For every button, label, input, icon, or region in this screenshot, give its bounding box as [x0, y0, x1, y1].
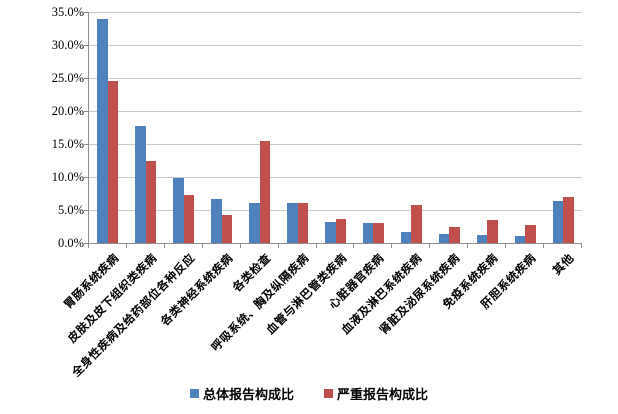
y-tick-label: 20.0%: [51, 104, 84, 118]
bar: [514, 236, 526, 243]
bar: [173, 178, 184, 243]
bar: [259, 141, 271, 243]
x-tick-mark: [201, 244, 203, 248]
bar: [411, 204, 422, 243]
legend: 总体报告构成比 严重报告构成比: [0, 384, 618, 403]
bar: [552, 200, 564, 243]
gridline: [89, 210, 582, 211]
bar: [487, 219, 498, 243]
bar: [362, 223, 374, 243]
bar: [287, 202, 298, 243]
x-tick-mark: [88, 244, 89, 248]
bar: [249, 203, 260, 243]
x-tick-mark: [391, 244, 393, 248]
legend-item-total: 总体报告构成比: [189, 384, 294, 403]
bar: [97, 18, 108, 243]
bar: [221, 214, 233, 243]
y-tick-mark: [84, 210, 88, 211]
bar: [145, 160, 157, 243]
y-tick-label: 25.0%: [51, 71, 84, 85]
y-tick-mark: [84, 144, 88, 145]
bar: [525, 224, 536, 243]
gridline: [89, 45, 582, 46]
x-tick-mark: [163, 244, 165, 248]
y-tick-mark: [84, 177, 88, 178]
bar: [449, 227, 460, 243]
y-tick-mark: [84, 111, 88, 112]
bar: [325, 221, 336, 243]
bar: [183, 195, 195, 243]
bar: [373, 222, 384, 243]
bar: [335, 219, 346, 243]
y-tick-label: 5.0%: [57, 203, 84, 217]
plot-area: [88, 12, 582, 244]
x-tick-mark: [353, 244, 355, 248]
bar: [297, 202, 309, 243]
y-tick-label: 10.0%: [51, 170, 84, 184]
bar: [211, 198, 222, 243]
y-tick-label: 0.0%: [57, 236, 84, 250]
legend-swatch-red: [324, 389, 333, 398]
x-tick-mark: [125, 244, 127, 248]
legend-swatch-blue: [189, 389, 199, 398]
x-tick-mark: [277, 244, 279, 248]
gridline: [89, 111, 582, 112]
bar: [563, 196, 574, 243]
x-tick-mark: [543, 244, 545, 248]
bar: [107, 80, 119, 243]
gridline: [89, 78, 582, 79]
y-tick-mark: [84, 12, 88, 13]
y-tick-label: 15.0%: [51, 137, 84, 151]
bar: [400, 232, 412, 243]
x-category-label: 其他: [551, 252, 577, 278]
y-tick-label: 35.0%: [51, 5, 84, 19]
x-tick-mark: [505, 244, 507, 248]
x-tick-mark: [467, 244, 469, 248]
x-tick-mark: [581, 244, 582, 248]
legend-label-total: 总体报告构成比: [202, 387, 294, 402]
y-tick-label: 30.0%: [51, 38, 84, 52]
bar: [438, 233, 450, 243]
legend-label-serious: 严重报告构成比: [337, 387, 429, 402]
legend-item-serious: 严重报告构成比: [324, 384, 428, 403]
bar: [476, 235, 488, 243]
y-tick-mark: [84, 78, 88, 79]
gridline: [89, 12, 582, 13]
gridline: [89, 177, 582, 178]
gridline: [89, 144, 582, 145]
y-tick-mark: [84, 243, 88, 244]
y-tick-mark: [84, 45, 88, 46]
bar: [135, 126, 146, 243]
x-tick-mark: [239, 244, 241, 248]
x-tick-mark: [429, 244, 431, 248]
x-tick-mark: [315, 244, 317, 248]
